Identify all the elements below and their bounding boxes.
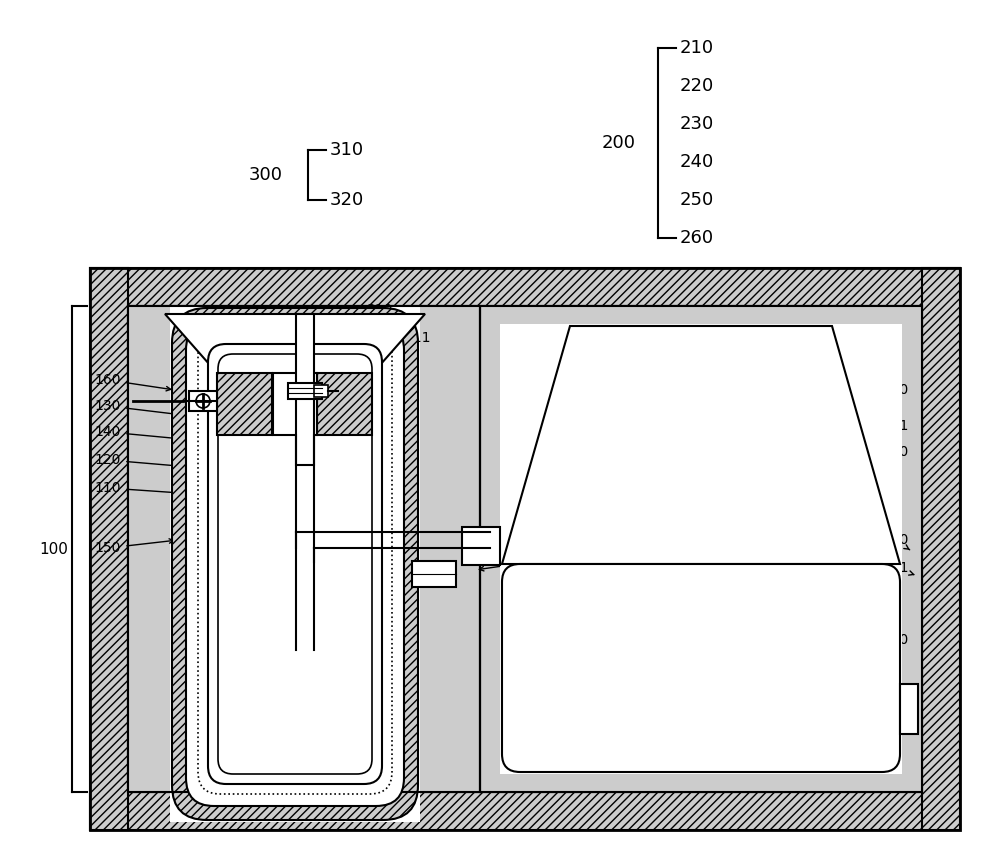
FancyBboxPatch shape: [218, 354, 372, 774]
Text: 230: 230: [680, 115, 714, 133]
Text: 230: 230: [859, 445, 908, 461]
Text: 240: 240: [854, 383, 908, 400]
Text: 100: 100: [39, 542, 68, 556]
Bar: [90, 268, 128, 830]
Text: 320: 320: [330, 191, 364, 209]
Text: 210: 210: [680, 39, 714, 57]
Text: 310: 310: [361, 303, 393, 321]
Bar: [90, 792, 960, 830]
Text: 210: 210: [882, 533, 910, 550]
Bar: [90, 268, 960, 830]
Bar: [273, 373, 317, 435]
Polygon shape: [502, 326, 900, 564]
Bar: [462, 527, 500, 565]
Bar: [314, 385, 328, 397]
Text: 200: 200: [602, 134, 636, 152]
Bar: [900, 684, 918, 734]
Text: 240: 240: [680, 153, 714, 171]
Text: 310: 310: [330, 141, 364, 159]
Bar: [288, 383, 322, 399]
Text: 150: 150: [95, 539, 174, 555]
Bar: [296, 314, 314, 465]
Bar: [128, 306, 480, 792]
Text: 311: 311: [392, 331, 431, 346]
Bar: [189, 391, 217, 411]
Text: 260: 260: [680, 229, 714, 247]
Bar: [128, 306, 922, 792]
Text: 220: 220: [680, 77, 714, 95]
Text: 250: 250: [680, 191, 714, 209]
Polygon shape: [165, 314, 425, 373]
Bar: [317, 373, 372, 435]
Bar: [480, 306, 922, 792]
Text: 320: 320: [175, 323, 228, 346]
FancyBboxPatch shape: [208, 344, 382, 784]
Text: 120: 120: [95, 453, 198, 469]
FancyBboxPatch shape: [502, 564, 900, 772]
Bar: [922, 268, 960, 830]
Bar: [170, 306, 420, 822]
Bar: [217, 373, 272, 435]
Bar: [480, 306, 922, 792]
Bar: [128, 306, 480, 792]
Text: 250: 250: [479, 555, 543, 571]
Bar: [500, 324, 902, 774]
Bar: [90, 268, 960, 306]
Bar: [412, 561, 456, 587]
Text: 220: 220: [882, 633, 908, 650]
FancyBboxPatch shape: [186, 322, 404, 806]
FancyBboxPatch shape: [172, 308, 418, 820]
Text: 140: 140: [95, 425, 189, 442]
Text: 260: 260: [506, 521, 561, 535]
FancyBboxPatch shape: [198, 334, 392, 794]
Text: 130: 130: [95, 399, 179, 416]
Text: 211: 211: [882, 561, 914, 575]
Text: 110: 110: [95, 481, 206, 497]
Text: 321: 321: [175, 347, 224, 371]
Text: 300: 300: [249, 166, 283, 184]
Text: 231: 231: [844, 419, 908, 440]
Text: 160: 160: [95, 373, 171, 391]
